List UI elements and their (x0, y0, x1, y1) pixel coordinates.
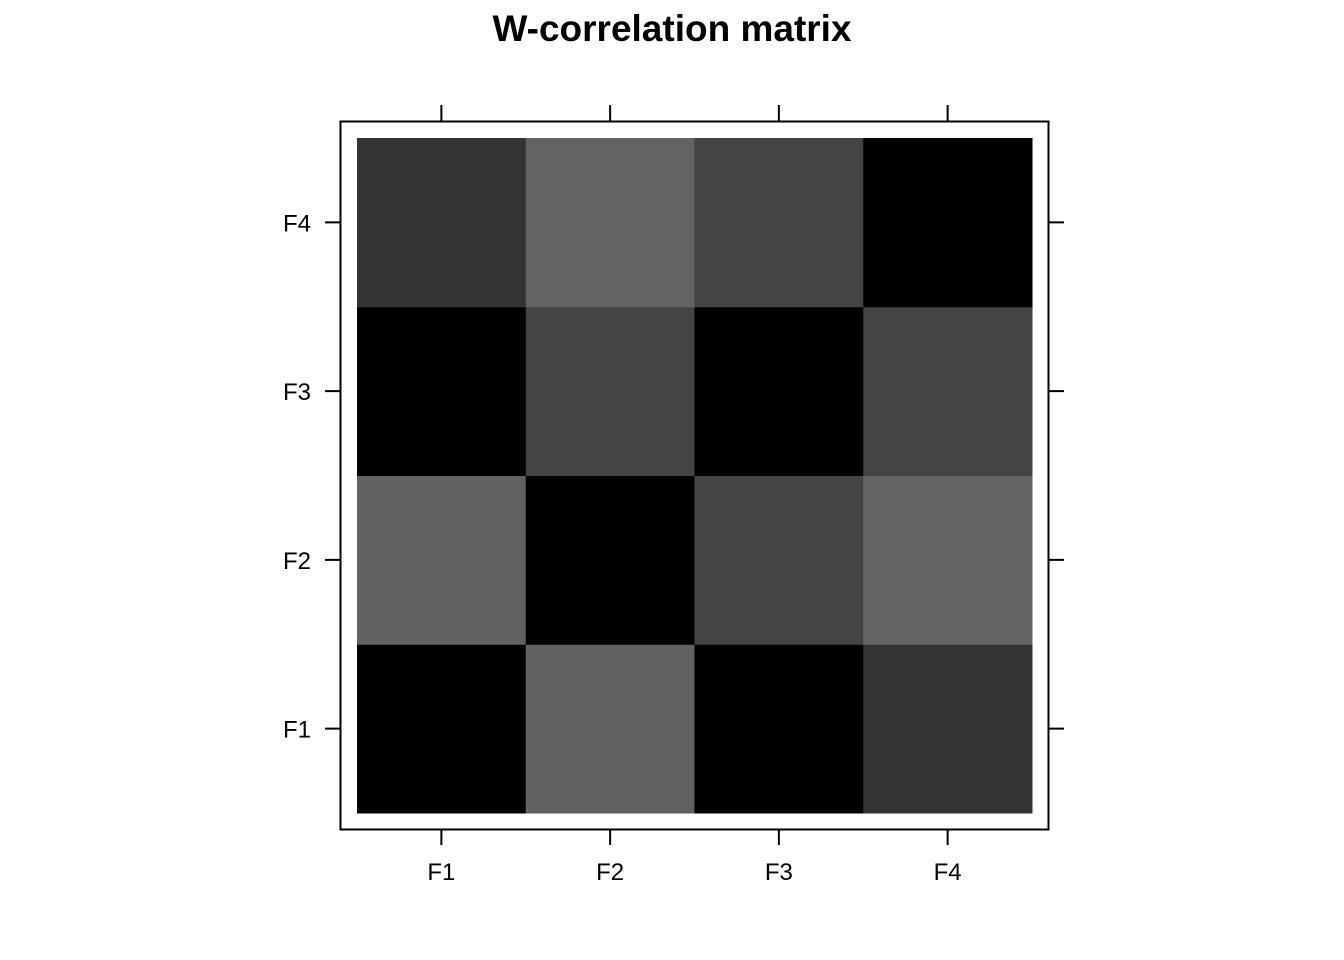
heatmap-cell-F4-F4 (863, 138, 1033, 308)
y-tick-label-F1: F1 (283, 717, 311, 744)
y-tick-label-F3: F3 (283, 379, 311, 406)
heatmap-cell-F1-F4 (357, 138, 527, 308)
heatmap-cell-F4-F1 (863, 644, 1033, 814)
heatmap-cell-F4-F2 (863, 475, 1033, 645)
heatmap-cell-F2-F2 (525, 475, 695, 645)
heatmap-cells (357, 138, 1033, 814)
plot-frame (339, 120, 1050, 831)
axis-tick-labels: F1 F2 F3 F4 F1 F2 F3 F4 (283, 210, 962, 886)
heatmap-cell-F3-F3 (694, 306, 864, 476)
y-tick-label-F4: F4 (283, 210, 311, 237)
heatmap-cell-F4-F3 (863, 306, 1033, 476)
axis-ticks (325, 105, 1064, 845)
heatmap-cell-F1-F1 (357, 644, 527, 814)
chart-title: W-correlation matrix (492, 8, 852, 49)
heatmap-cell-F2-F1 (525, 644, 695, 814)
heatmap-cell-F2-F3 (525, 306, 695, 476)
heatmap-cell-F1-F3 (357, 306, 527, 476)
x-tick-label-F4: F4 (934, 859, 962, 886)
heatmap-cell-F1-F2 (357, 475, 527, 645)
heatmap-cell-F3-F1 (694, 644, 864, 814)
x-tick-label-F1: F1 (427, 859, 455, 886)
heatmap-cell-F3-F2 (694, 475, 864, 645)
x-tick-label-F2: F2 (596, 859, 624, 886)
y-tick-label-F2: F2 (283, 548, 311, 575)
heatmap-cell-F3-F4 (694, 138, 864, 308)
x-tick-label-F3: F3 (765, 859, 793, 886)
heatmap-cell-F2-F4 (525, 138, 695, 308)
